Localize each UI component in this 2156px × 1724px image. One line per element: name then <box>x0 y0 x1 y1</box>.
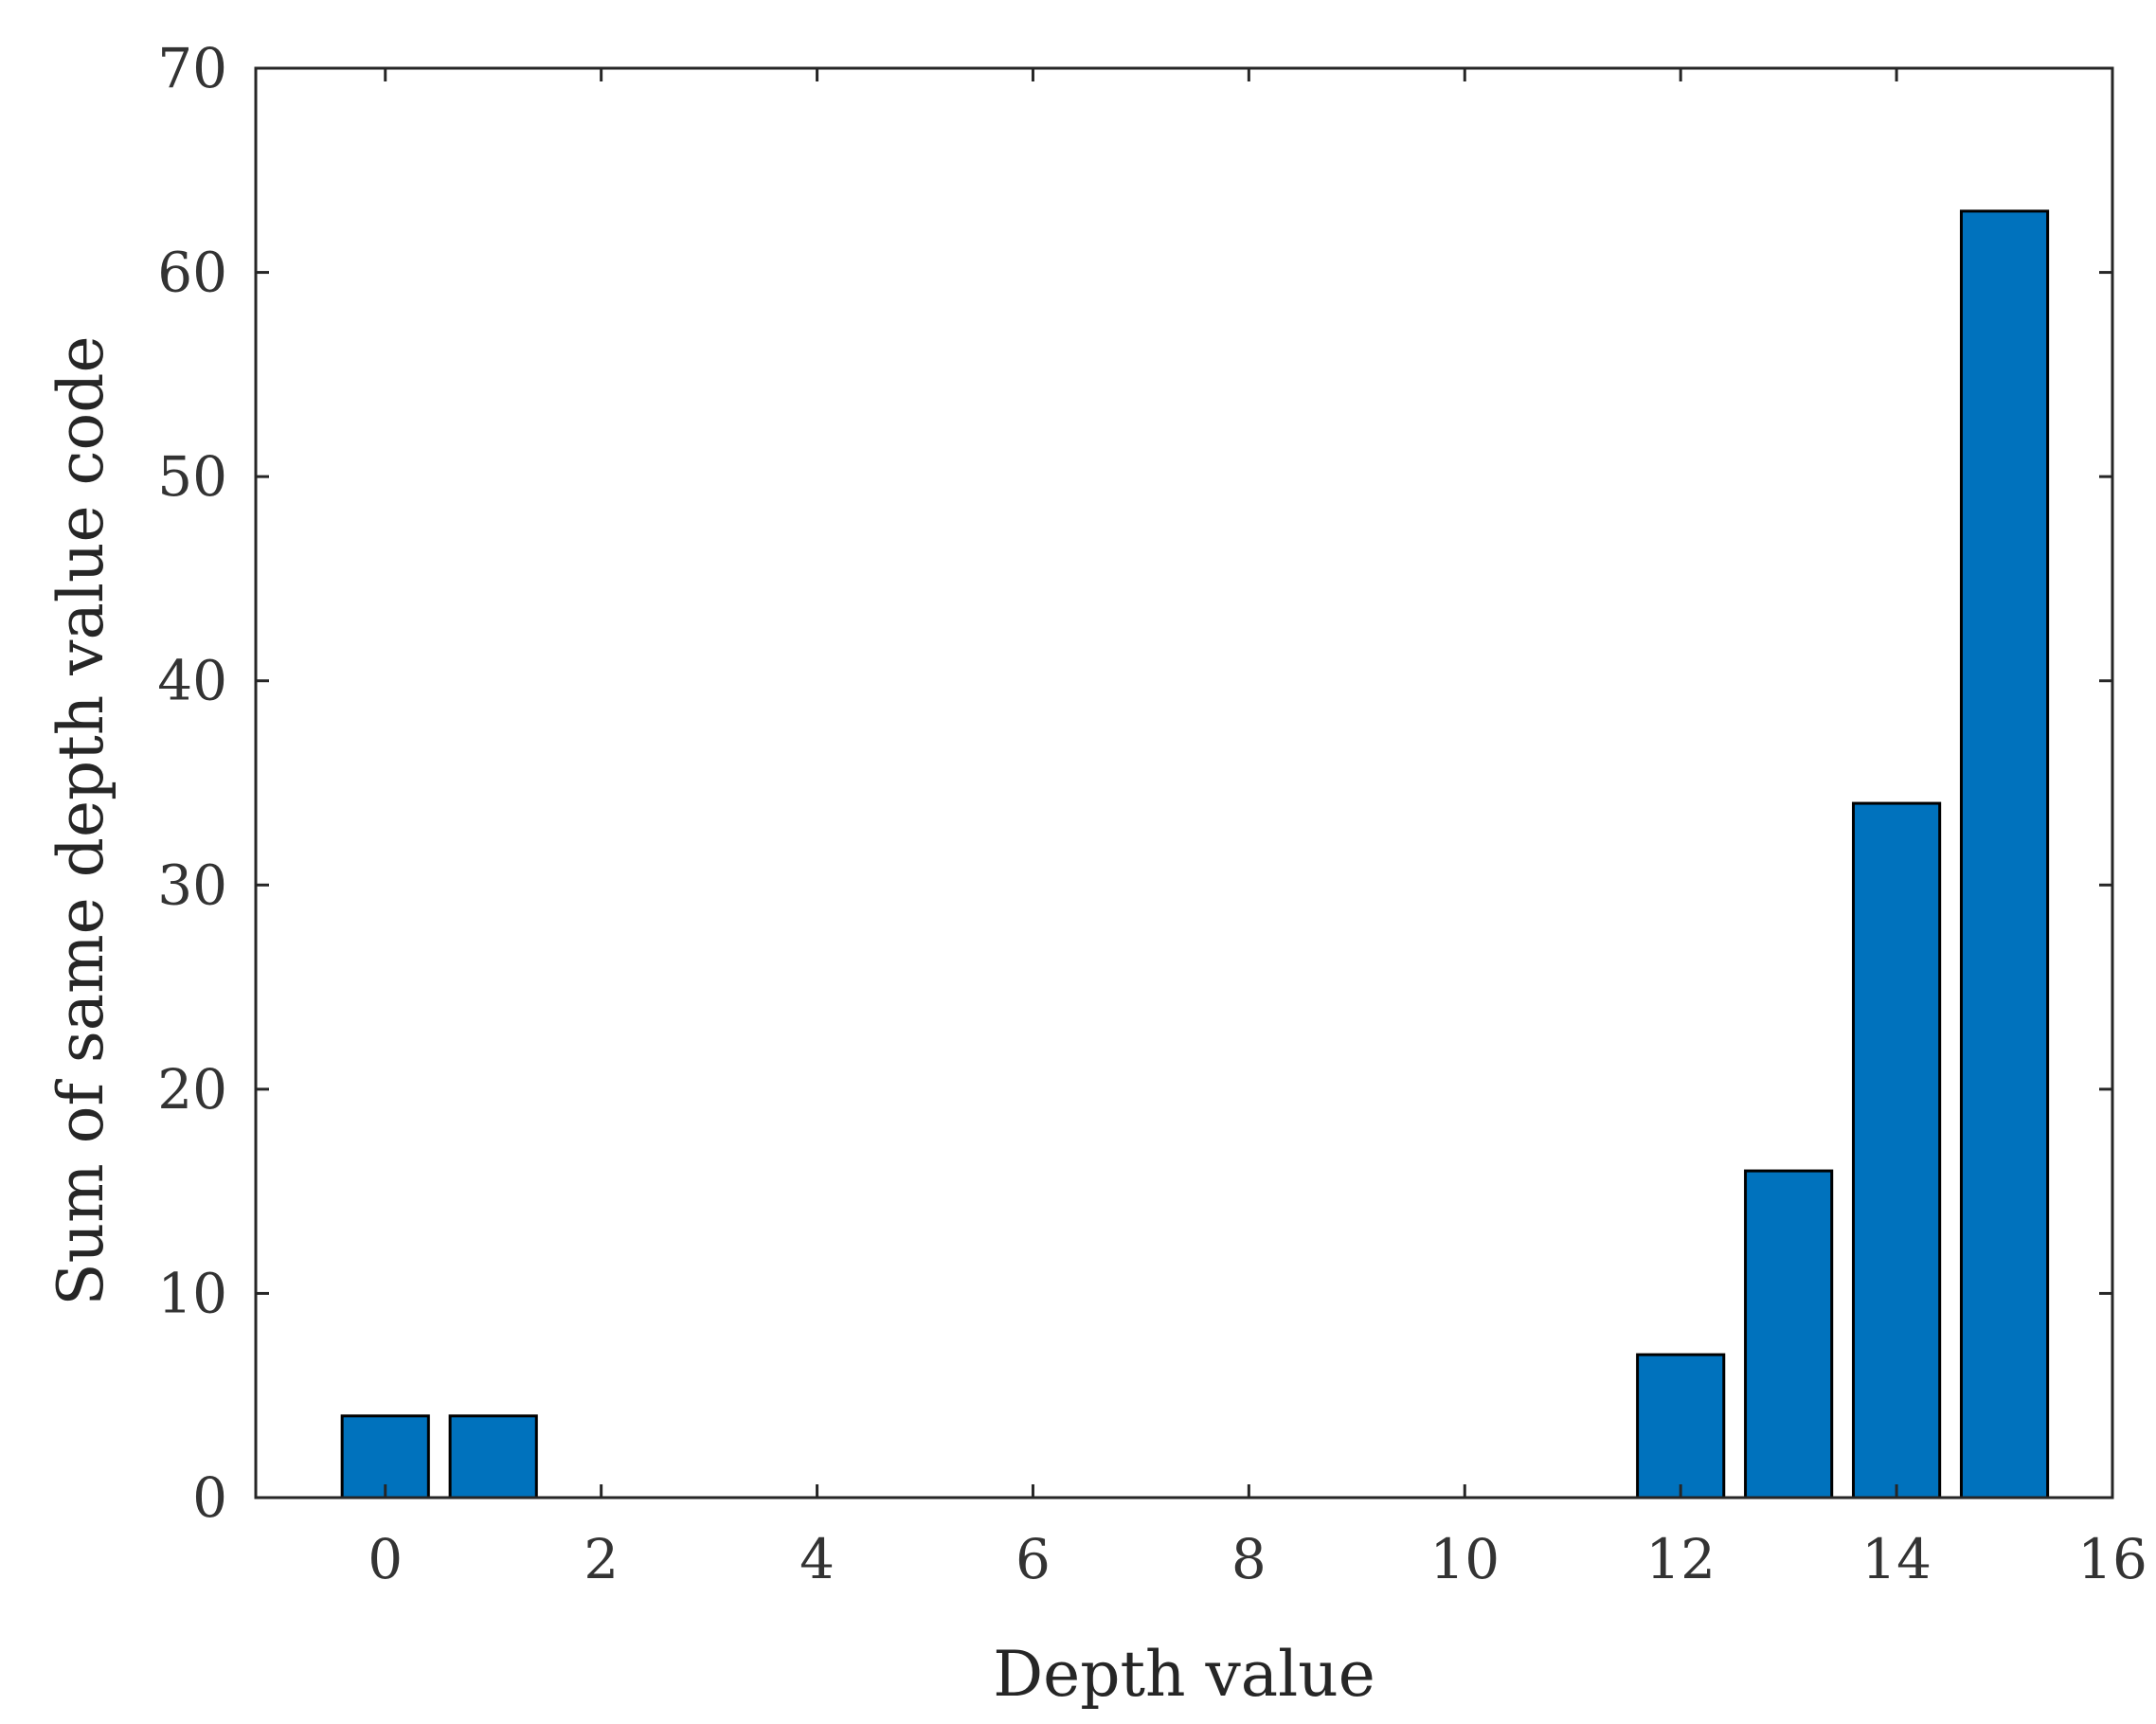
x-tick-label: 8 <box>1231 1527 1267 1591</box>
y-tick-labels: 0 10 20 30 40 50 60 70 <box>157 36 227 1530</box>
y-tick-label: 30 <box>157 853 227 917</box>
x-tick-label: 12 <box>1645 1527 1716 1591</box>
bar-depth-13 <box>1744 1169 1834 1500</box>
y-tick-label: 0 <box>192 1465 227 1530</box>
y-tick-label: 10 <box>157 1261 227 1325</box>
ticks-layer <box>256 66 2114 1500</box>
bars-layer <box>340 209 2050 1500</box>
y-tick-label: 70 <box>157 36 227 100</box>
x-axis-label: Depth value <box>993 1638 1375 1711</box>
y-tick-label: 50 <box>157 444 227 509</box>
x-tick-label: 14 <box>1861 1527 1931 1591</box>
bar-depth-14 <box>1852 801 1942 1500</box>
x-tick-labels: 0 2 4 6 8 10 12 14 16 <box>368 1527 2147 1591</box>
x-tick-label: 16 <box>2077 1527 2147 1591</box>
bar-depth-15 <box>1959 209 2050 1500</box>
bar-depth-0 <box>340 1414 430 1500</box>
y-tick-label: 20 <box>157 1057 227 1122</box>
bar-depth-12 <box>1636 1353 1726 1500</box>
y-tick-label: 60 <box>157 241 227 305</box>
x-tick-label: 6 <box>1015 1527 1051 1591</box>
y-axis-label: Sum of same depth value code <box>45 335 117 1305</box>
x-tick-label: 4 <box>800 1527 835 1591</box>
x-tick-label: 0 <box>368 1527 403 1591</box>
x-tick-label: 10 <box>1429 1527 1500 1591</box>
x-tick-label: 2 <box>584 1527 619 1591</box>
bar-depth-1 <box>448 1414 538 1500</box>
plot-frame <box>254 66 2114 1500</box>
y-tick-label: 40 <box>157 649 227 713</box>
